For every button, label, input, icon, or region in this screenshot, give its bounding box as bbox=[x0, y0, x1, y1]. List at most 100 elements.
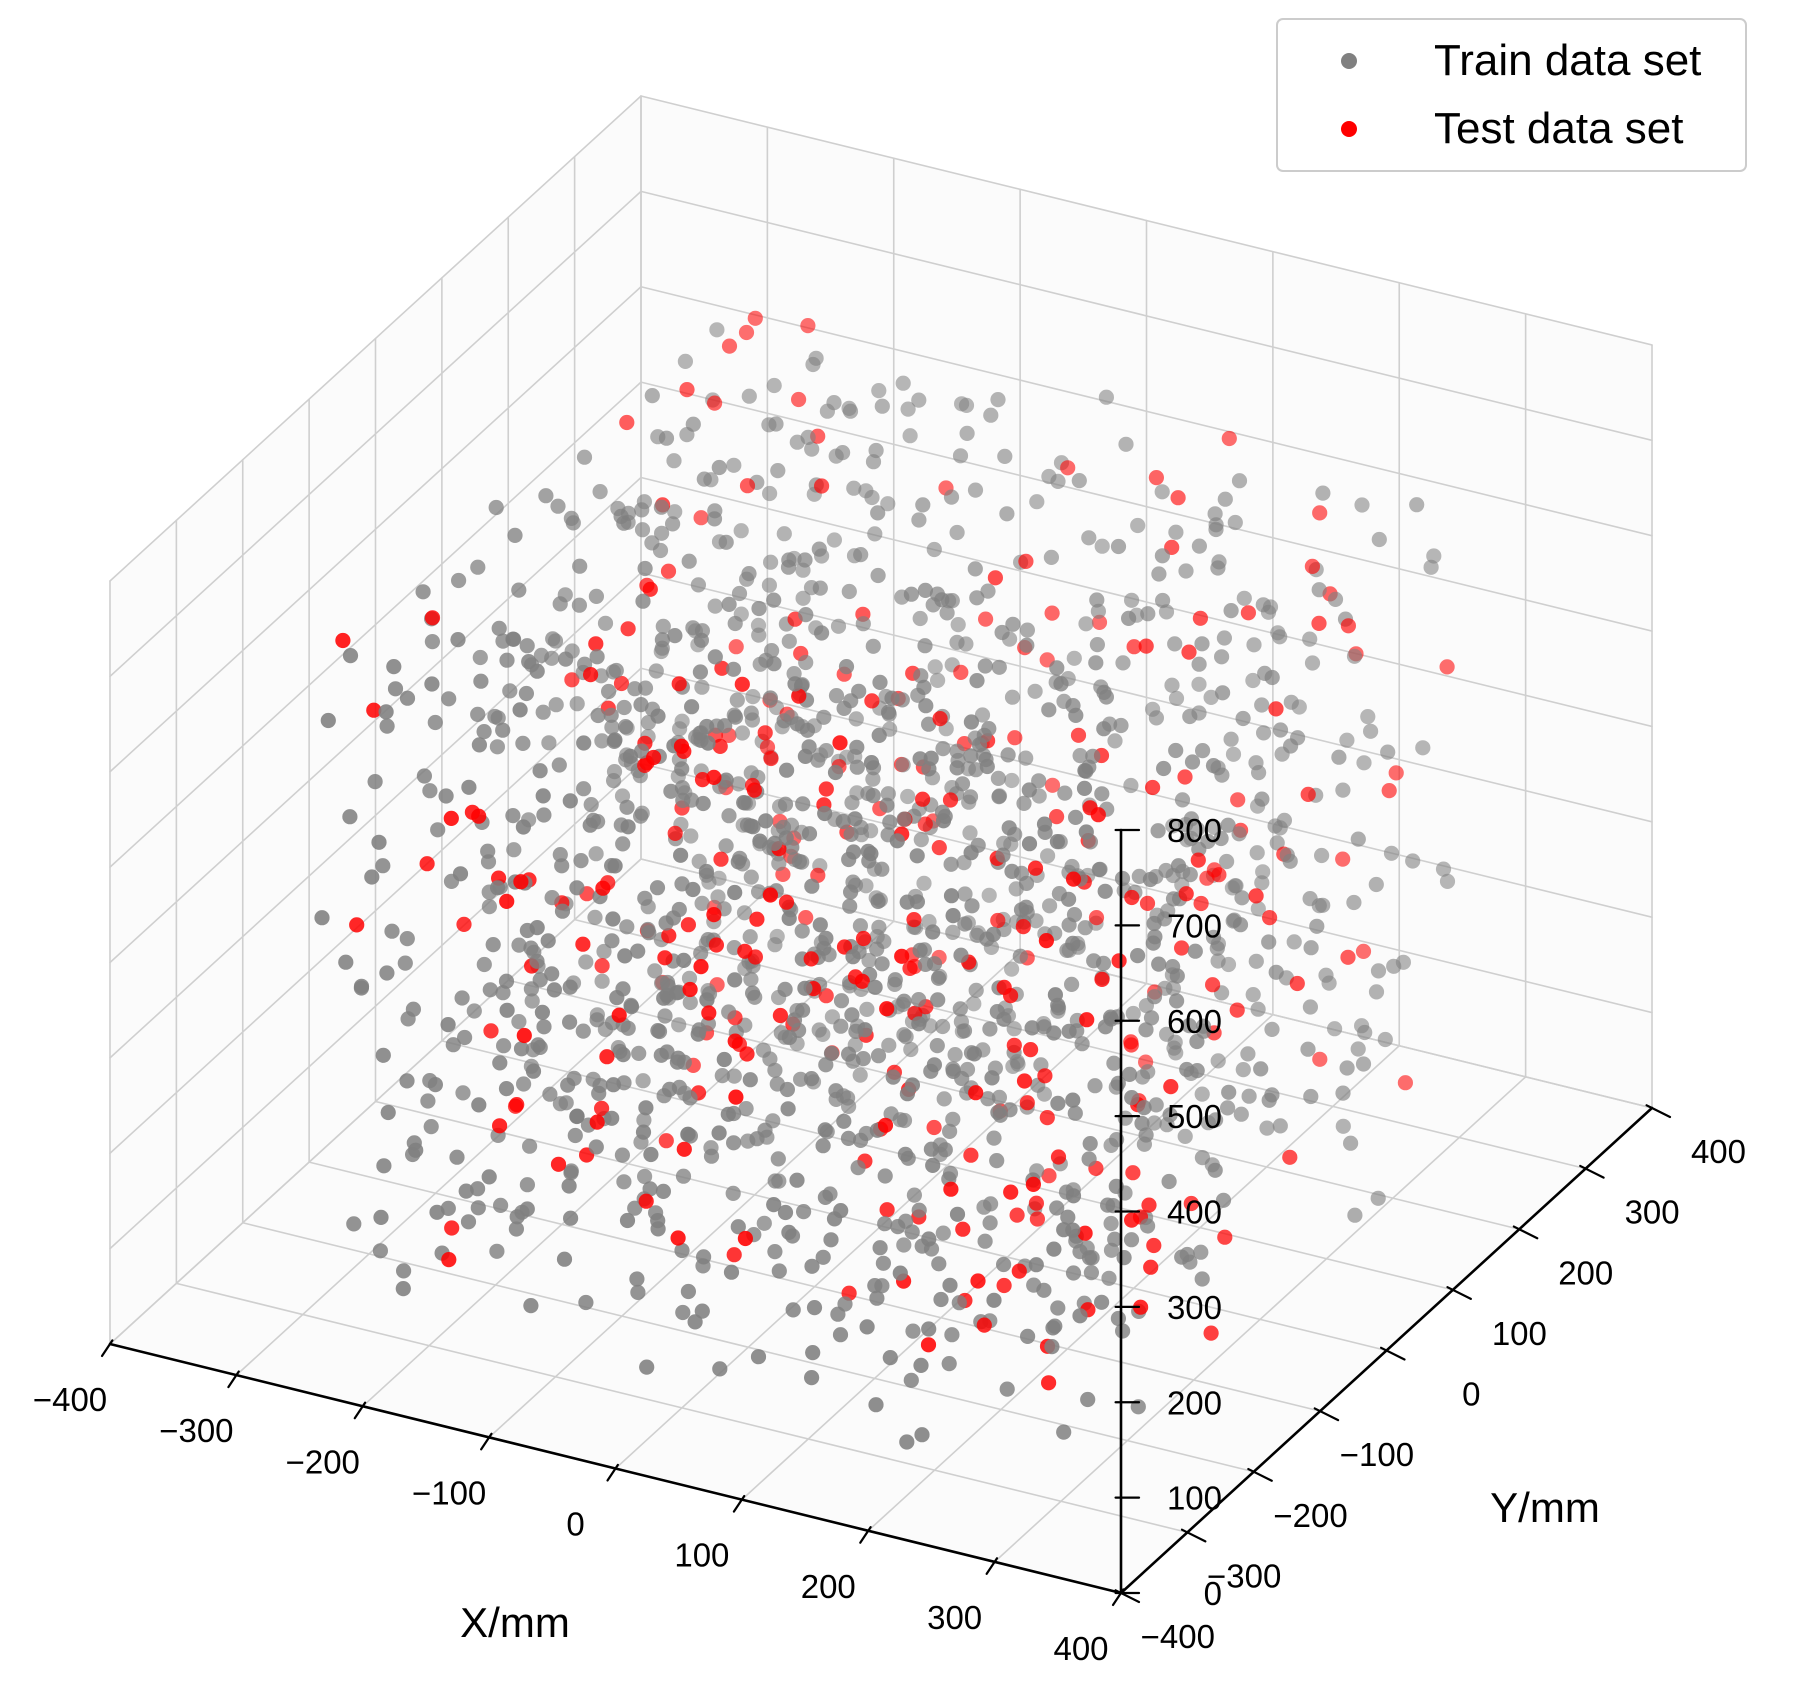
train-point bbox=[899, 1434, 915, 1450]
train-point bbox=[685, 416, 701, 432]
train-point bbox=[1010, 1056, 1026, 1072]
train-point bbox=[890, 1219, 906, 1235]
test-point bbox=[728, 1089, 744, 1105]
train-point bbox=[1231, 826, 1247, 842]
train-point bbox=[945, 908, 961, 924]
train-point bbox=[1254, 791, 1270, 807]
train-point bbox=[655, 1183, 672, 1199]
train-point bbox=[892, 1265, 908, 1281]
train-point bbox=[634, 502, 650, 518]
train-point bbox=[741, 388, 757, 404]
y-tick-label: 0 bbox=[1462, 1376, 1480, 1413]
train-point bbox=[709, 322, 725, 338]
test-point bbox=[693, 510, 709, 526]
train-point bbox=[930, 992, 946, 1008]
train-point bbox=[594, 973, 610, 989]
train-point bbox=[733, 523, 749, 539]
grid-line-z bbox=[109, 95, 642, 582]
train-point bbox=[966, 1046, 983, 1062]
train-point bbox=[710, 889, 726, 905]
train-point bbox=[721, 808, 737, 824]
train-point bbox=[1331, 749, 1347, 765]
test-point bbox=[818, 781, 834, 797]
train-point bbox=[1302, 999, 1318, 1015]
test-point bbox=[1203, 1325, 1219, 1341]
train-point bbox=[967, 482, 984, 498]
train-point bbox=[1018, 875, 1035, 892]
train-point bbox=[1272, 629, 1288, 645]
train-point bbox=[751, 600, 767, 617]
train-point bbox=[396, 1263, 412, 1279]
train-point bbox=[913, 668, 929, 684]
test-point bbox=[854, 973, 870, 989]
train-point bbox=[971, 737, 988, 753]
test-point bbox=[619, 414, 635, 431]
train-point bbox=[930, 970, 947, 986]
grid-line-z bbox=[109, 190, 642, 678]
train-point bbox=[1115, 655, 1131, 671]
train-point bbox=[530, 1037, 546, 1053]
train-point bbox=[471, 737, 487, 753]
train-point bbox=[399, 931, 415, 947]
train-point bbox=[817, 805, 833, 822]
train-point bbox=[508, 1221, 524, 1237]
x-tick-label: −200 bbox=[286, 1443, 360, 1480]
train-point bbox=[536, 807, 552, 823]
grid-line-z bbox=[109, 476, 642, 964]
train-point bbox=[386, 659, 402, 675]
train-point bbox=[777, 1204, 794, 1221]
train-point bbox=[914, 1427, 930, 1443]
train-point bbox=[867, 979, 883, 995]
train-point bbox=[795, 590, 811, 606]
test-point bbox=[712, 738, 728, 755]
x-tick-label: 400 bbox=[1053, 1630, 1108, 1667]
train-point bbox=[752, 833, 768, 849]
train-point bbox=[1170, 858, 1187, 874]
train-point bbox=[727, 972, 743, 988]
train-point bbox=[692, 664, 709, 680]
test-point bbox=[759, 739, 776, 755]
train-point bbox=[1021, 836, 1038, 852]
train-point bbox=[622, 748, 639, 765]
legend-marker-test bbox=[1341, 121, 1357, 137]
train-point bbox=[967, 561, 983, 577]
train-point bbox=[1383, 845, 1400, 861]
train-point bbox=[522, 1138, 538, 1154]
test-point bbox=[1016, 1073, 1033, 1089]
test-point bbox=[996, 979, 1012, 996]
train-point bbox=[1065, 1265, 1082, 1281]
train-point bbox=[912, 610, 928, 627]
train-point bbox=[677, 353, 694, 369]
train-point bbox=[490, 880, 506, 896]
train-point bbox=[1210, 1053, 1226, 1069]
train-point bbox=[1050, 1300, 1066, 1316]
y-tick-mark bbox=[1247, 1467, 1273, 1482]
train-point bbox=[1303, 940, 1319, 956]
train-point bbox=[1368, 984, 1385, 1000]
test-point bbox=[791, 688, 807, 704]
train-point bbox=[867, 526, 883, 542]
test-point bbox=[1355, 943, 1372, 960]
train-point bbox=[649, 880, 666, 896]
train-point bbox=[718, 838, 734, 854]
z-tick-label: 0 bbox=[1204, 1575, 1222, 1612]
train-point bbox=[872, 674, 888, 691]
axis-lines bbox=[100, 828, 1672, 1607]
train-point bbox=[635, 593, 651, 609]
train-point bbox=[989, 1004, 1005, 1020]
train-point bbox=[843, 826, 859, 843]
train-point bbox=[823, 1045, 840, 1061]
test-point bbox=[456, 916, 472, 933]
train-point bbox=[791, 853, 808, 870]
train-point bbox=[1234, 890, 1250, 906]
test-point bbox=[1023, 1042, 1039, 1058]
train-point bbox=[1116, 1250, 1132, 1266]
test-point bbox=[953, 664, 969, 681]
test-point bbox=[595, 880, 611, 896]
test-point bbox=[987, 570, 1004, 586]
train-point bbox=[1148, 710, 1164, 726]
train-point bbox=[525, 1063, 542, 1079]
train-point bbox=[633, 808, 649, 824]
train-point bbox=[1210, 953, 1226, 969]
y-tick-mark bbox=[1446, 1286, 1472, 1300]
